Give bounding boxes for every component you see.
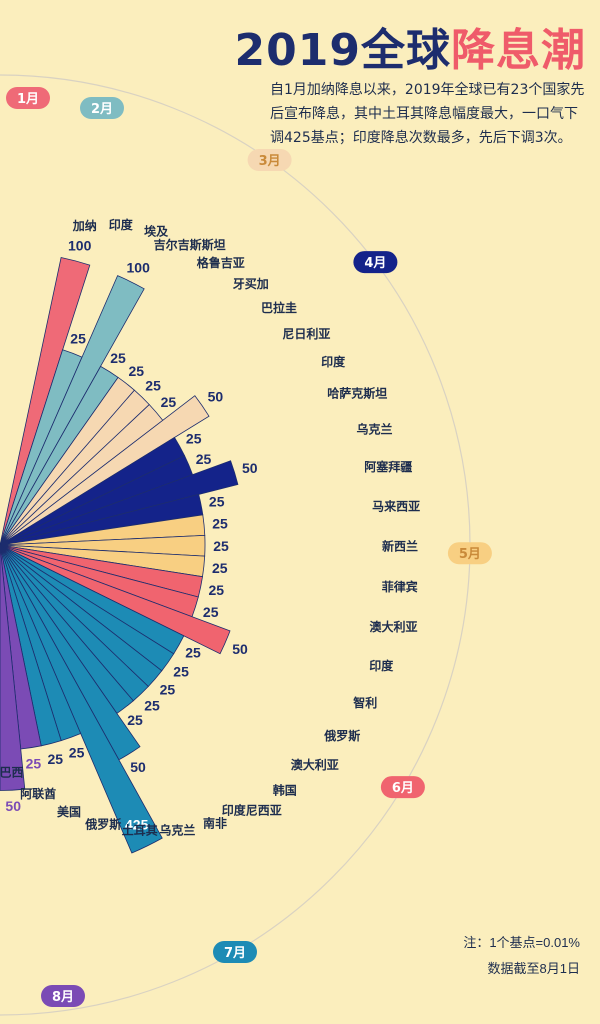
bar-8 <box>0 395 210 546</box>
bar-11 <box>0 460 239 546</box>
country-label-2: 印度 <box>109 217 134 232</box>
value-label-27: 25 <box>48 751 64 767</box>
month-marker-7 <box>213 941 257 963</box>
value-label-12: 25 <box>209 493 225 509</box>
country-label-27: 美国 <box>57 804 81 819</box>
country-label-9: 印度 <box>321 354 346 369</box>
country-label-13: 马来西亚 <box>372 498 420 513</box>
value-label-22: 25 <box>144 697 160 713</box>
country-label-23: 南非 <box>203 816 227 831</box>
value-label-13: 25 <box>212 516 228 532</box>
country-label-19: 俄罗斯 <box>323 728 360 743</box>
country-label-11: 乌克兰 <box>356 421 392 436</box>
value-label-5: 25 <box>129 363 145 379</box>
value-label-14: 25 <box>213 538 229 554</box>
month-marker-4 <box>353 251 398 274</box>
value-label-10: 25 <box>196 451 212 467</box>
country-label-22: 印度尼西亚 <box>222 803 282 818</box>
country-label-1: 加纳 <box>72 218 97 233</box>
country-label-29: 巴西 <box>0 766 24 780</box>
month-label-4: 4月 <box>364 256 386 271</box>
value-label-23: 25 <box>127 712 143 728</box>
month-label-2: 2月 <box>91 102 113 117</box>
bar-3 <box>0 275 145 546</box>
country-label-25: 土耳其 <box>122 823 158 838</box>
value-label-11: 50 <box>242 460 258 476</box>
value-label-16: 25 <box>209 582 225 598</box>
month-marker-3 <box>247 149 292 171</box>
month-marker-1 <box>6 87 50 109</box>
country-label-20: 澳大利亚 <box>291 757 339 772</box>
country-label-28: 阿联酋 <box>20 786 56 801</box>
month-label-5: 5月 <box>459 547 481 562</box>
value-label-18: 50 <box>232 641 248 657</box>
country-label-14: 新西兰 <box>382 538 418 553</box>
month-label-3: 3月 <box>259 154 281 169</box>
value-label-8: 50 <box>208 389 224 405</box>
bar-29 <box>0 544 26 791</box>
value-label-24: 50 <box>130 759 146 775</box>
country-label-10: 哈萨克斯坦 <box>327 386 387 401</box>
country-label-6: 牙买加 <box>233 276 269 291</box>
country-label-5: 格鲁吉亚 <box>197 255 245 270</box>
value-label-19: 25 <box>185 645 201 661</box>
title-part-1: 2019全球 <box>234 25 451 76</box>
value-label-6: 25 <box>145 378 161 394</box>
value-label-7: 25 <box>161 394 177 410</box>
country-label-21: 韩国 <box>273 783 297 798</box>
country-label-17: 印度 <box>369 658 394 673</box>
value-label-26: 25 <box>69 744 85 760</box>
months-layer: 1月 2月 3月 4月 5月 6月 7月 8月 <box>6 87 492 1007</box>
value-label-17: 25 <box>203 604 219 620</box>
month-label-1: 1月 <box>17 92 39 107</box>
month-marker-6 <box>380 776 425 799</box>
country-label-26: 俄罗斯 <box>84 817 121 832</box>
value-label-3: 100 <box>127 260 151 276</box>
page-title: 2019全球降息潮 <box>235 14 586 78</box>
country-label-24: 乌克兰 <box>159 822 195 837</box>
month-label-6: 6月 <box>392 781 414 796</box>
value-label-4: 25 <box>110 350 126 366</box>
page-subtitle: 自1月加纳降息以来，2019年全球已有23个国家先后宣布降息，其中土耳其降息幅度… <box>270 82 585 146</box>
value-label-21: 25 <box>160 681 176 697</box>
bar-1 <box>0 257 91 546</box>
bar-18 <box>0 544 231 655</box>
value-label-15: 25 <box>212 560 228 576</box>
month-label-8: 8月 <box>52 990 74 1005</box>
country-label-18: 智利 <box>352 695 377 710</box>
country-label-12: 阿塞拜疆 <box>364 459 412 474</box>
bar-25 <box>0 544 163 854</box>
country-label-3: 埃及 <box>144 224 169 239</box>
title-part-2: 降息潮 <box>451 25 586 76</box>
country-label-15: 菲律宾 <box>382 579 418 594</box>
note-cutoff-date: 数据截至8月1日 <box>487 961 580 976</box>
month-label-7: 7月 <box>224 946 246 961</box>
month-marker-5 <box>447 542 492 565</box>
value-label-1: 100 <box>68 238 92 254</box>
month-marker-2 <box>80 97 124 119</box>
note-basis-point: 注：1个基点=0.01% <box>463 935 580 950</box>
value-label-9: 25 <box>186 431 202 447</box>
value-label-25: 425 <box>125 816 149 832</box>
value-label-20: 25 <box>173 664 189 680</box>
value-label-29: 50 <box>5 798 21 814</box>
country-label-16: 澳大利亚 <box>369 619 417 634</box>
country-label-7: 巴拉圭 <box>261 300 297 315</box>
labels-layer: 加纳 印度 埃及吉尔吉斯斯坦格鲁吉亚牙买加巴拉圭尼日利亚印度哈萨克斯坦乌克兰阿塞拜疆… <box>0 217 420 838</box>
country-label-8: 尼日利亚 <box>282 326 330 341</box>
value-label-28: 25 <box>26 756 42 772</box>
month-marker-8 <box>41 985 85 1007</box>
country-label-4: 吉尔吉斯斯坦 <box>154 237 226 252</box>
value-label-2: 25 <box>70 330 86 346</box>
